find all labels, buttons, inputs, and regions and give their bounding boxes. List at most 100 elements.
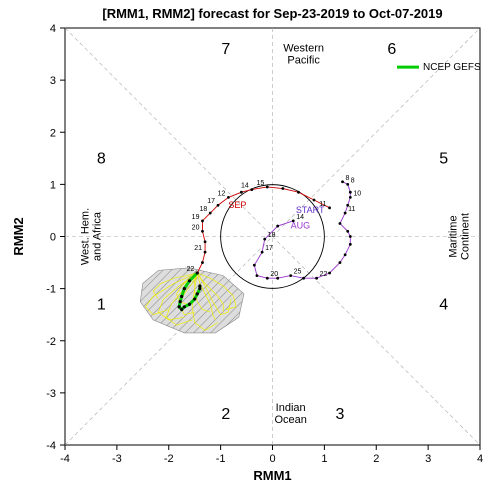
legend-label: NCEP GEFS	[423, 62, 481, 73]
inner-label: AUG	[291, 221, 311, 231]
sep-point	[281, 187, 284, 190]
aug-point	[263, 238, 266, 241]
fc-point	[188, 279, 191, 282]
aug-daylabel: 10	[353, 190, 361, 197]
aug-point	[256, 274, 259, 277]
phase-number: 8	[97, 151, 106, 168]
aug-point	[346, 230, 349, 233]
ylabel: RMM2	[11, 217, 26, 255]
sep-point	[250, 188, 253, 191]
sep-daylabel: 19	[192, 214, 200, 221]
aug-point	[328, 272, 331, 275]
aug-point	[339, 261, 342, 264]
aug-point	[349, 196, 352, 199]
ytick: -1	[46, 284, 56, 296]
fc-point	[196, 292, 199, 295]
sep-point	[313, 199, 316, 202]
aug-point	[349, 243, 352, 246]
xtick: -4	[60, 453, 70, 465]
region-top: Western	[283, 42, 324, 54]
ytick: -2	[46, 336, 56, 348]
sep-daylabel: 17	[207, 198, 215, 205]
fc-point	[180, 308, 183, 311]
fc-point	[193, 297, 196, 300]
aug-daylabel: 22	[320, 271, 328, 278]
xtick: -1	[216, 453, 226, 465]
sep-point	[240, 191, 243, 194]
sep-point	[201, 230, 204, 233]
ytick: 2	[50, 127, 56, 139]
ytick: 1	[50, 179, 56, 191]
aug-point	[349, 191, 352, 194]
xlabel: RMM1	[253, 468, 291, 483]
aug-point	[315, 277, 318, 280]
xtick: -2	[164, 453, 174, 465]
xtick: 3	[425, 453, 431, 465]
region-right: Maritime	[448, 215, 460, 257]
sep-daylabel: 14	[241, 183, 249, 190]
sep-point	[328, 206, 331, 209]
aug-point	[346, 183, 349, 186]
aug-point	[344, 253, 347, 256]
aug-daylabel: 8	[346, 175, 350, 182]
sep-daylabel: 15	[257, 180, 265, 187]
xtick: 1	[321, 453, 327, 465]
aug-point	[302, 277, 305, 280]
region-left: West. Hem.	[79, 208, 91, 265]
sep-point	[209, 212, 212, 215]
phase-number: 2	[221, 406, 230, 423]
sep-point	[201, 261, 204, 264]
aug-daylabel: 20	[270, 271, 278, 278]
sep-daylabel: 21	[194, 245, 202, 252]
aug-daylabel: 8	[351, 177, 355, 184]
aug-point	[344, 212, 347, 215]
aug-point	[261, 251, 264, 254]
sep-daylabel: 22	[186, 266, 194, 273]
aug-daylabel: 25	[294, 269, 302, 276]
region-bottom: Indian	[276, 402, 306, 414]
sep-point	[227, 196, 230, 199]
aug-daylabel: 17	[265, 245, 273, 252]
aug-point	[276, 225, 279, 228]
aug-point	[266, 277, 269, 280]
ytick: 3	[50, 75, 56, 87]
inner-label: SEP	[228, 200, 246, 210]
chart-title: [RMM1, RMM2] forecast for Sep-23-2019 to…	[102, 6, 442, 21]
fc-point	[196, 271, 199, 274]
mjo-phase-diagram: [RMM1, RMM2] forecast for Sep-23-2019 to…	[0, 0, 500, 500]
fc-point	[179, 300, 182, 303]
phase-number: 3	[335, 406, 344, 423]
aug-daylabel: 11	[348, 206, 355, 213]
region-left: and Africa	[91, 211, 103, 261]
ytick: -3	[46, 388, 56, 400]
sep-daylabel: 18	[199, 206, 207, 213]
aug-daylabel: 18	[268, 232, 276, 239]
region-right: Continent	[460, 213, 472, 260]
sep-point	[204, 251, 207, 254]
aug-point	[289, 274, 292, 277]
fc-point	[183, 287, 186, 290]
xtick: -3	[112, 453, 122, 465]
phase-number: 4	[439, 296, 448, 313]
fc-point	[188, 303, 191, 306]
phase-number: 6	[387, 41, 396, 58]
sep-point	[201, 219, 204, 222]
sep-daylabel: 20	[192, 224, 200, 231]
region-bottom: Ocean	[274, 414, 306, 426]
ytick: -4	[46, 440, 56, 452]
xtick: 2	[373, 453, 379, 465]
xtick: 0	[269, 453, 275, 465]
phase-number: 1	[97, 296, 106, 313]
phase-number: 5	[439, 151, 448, 168]
inner-label: START	[296, 205, 325, 215]
ytick: 0	[50, 232, 56, 244]
region-top: Pacific	[287, 54, 320, 66]
aug-point	[341, 180, 344, 183]
ytick: 4	[50, 23, 56, 35]
sep-point	[204, 240, 207, 243]
sep-daylabel: 12	[218, 190, 226, 197]
sep-point	[266, 186, 269, 189]
fc-point	[180, 295, 183, 298]
xtick: 4	[477, 453, 483, 465]
aug-point	[339, 222, 342, 225]
